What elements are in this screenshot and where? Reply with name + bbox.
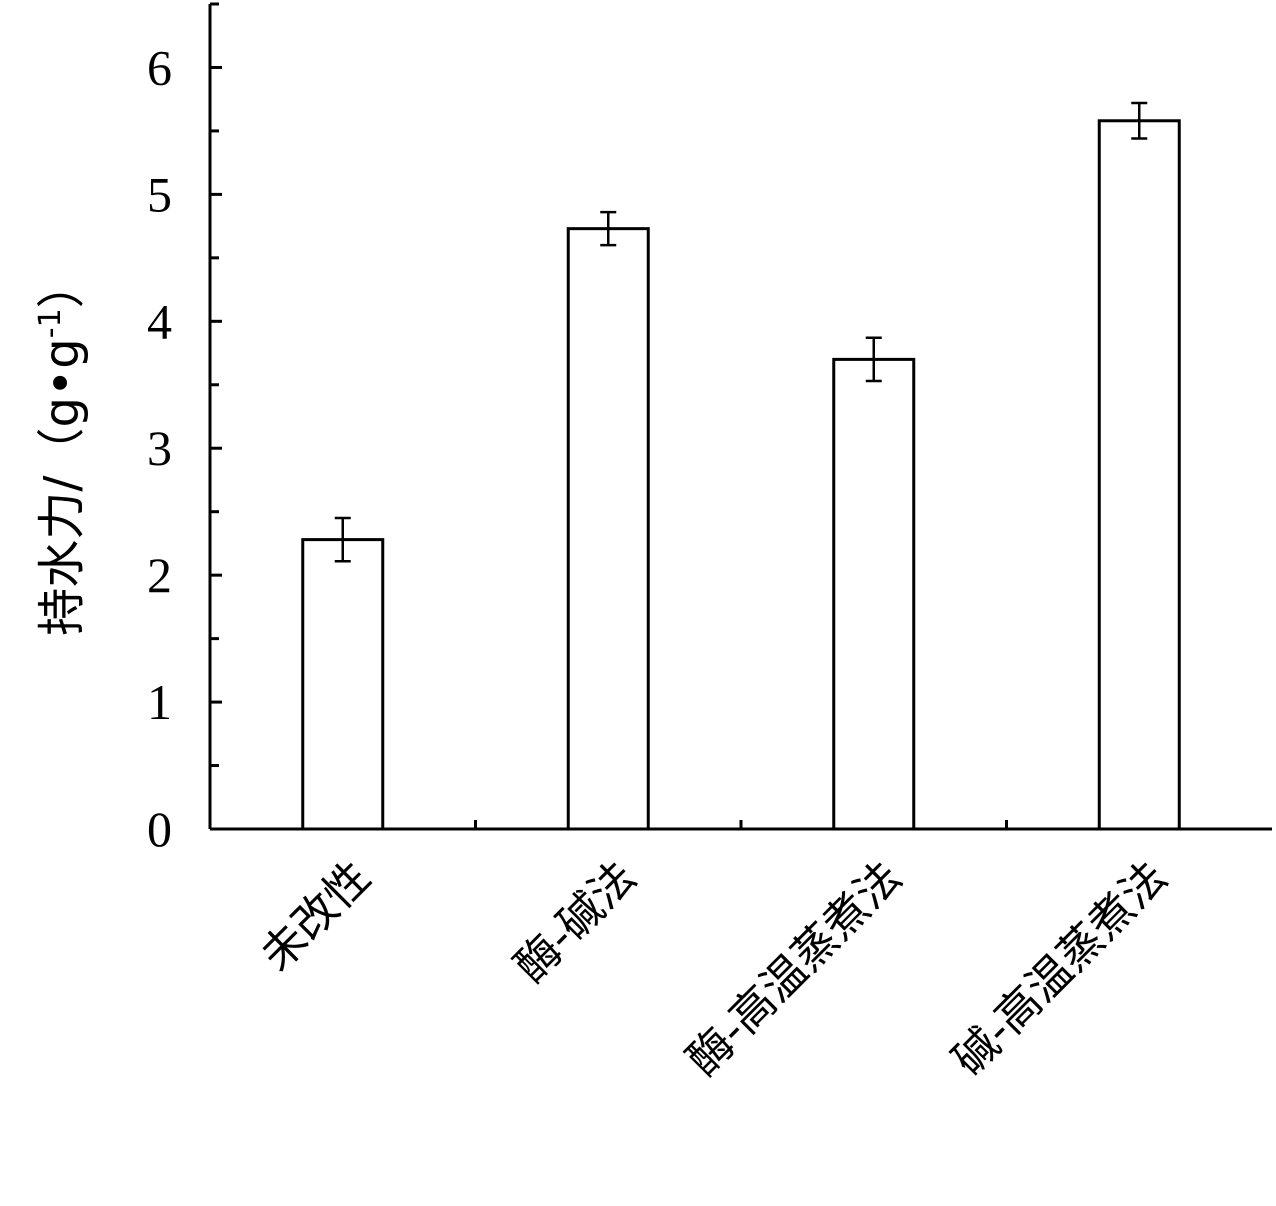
- y-tick-label: 1: [147, 674, 172, 730]
- y-axis-title-close: ）: [34, 260, 90, 308]
- x-category-label: 碱-高温蒸煮法: [943, 852, 1177, 1086]
- y-axis-title-main: 持水力/（g•g: [34, 338, 90, 635]
- y-axis-title: 持水力/（g•g-1）: [33, 260, 90, 635]
- y-tick-label: 6: [147, 39, 172, 95]
- bar: [832, 357, 916, 831]
- x-category-label: 酶-碱法: [505, 852, 646, 993]
- y-tick-label: 5: [147, 166, 172, 222]
- error-bars: [334, 101, 1148, 563]
- x-category-label: 酶-高温蒸煮法: [678, 852, 912, 1086]
- y-tick-label: 4: [147, 293, 172, 349]
- y-tick-label: 2: [147, 547, 172, 603]
- bar: [1097, 119, 1181, 831]
- x-category-label: 未改性: [251, 852, 380, 981]
- bar: [566, 227, 650, 831]
- y-tick-label: 0: [147, 801, 172, 857]
- bars: [301, 119, 1181, 831]
- bar: [301, 538, 385, 831]
- axes: [208, 2, 1272, 831]
- y-axis-title-superscript: -1: [33, 308, 68, 338]
- y-tick-label: 3: [147, 420, 172, 476]
- y-axis-title-text: 持水力/（g•g-1）: [33, 260, 90, 635]
